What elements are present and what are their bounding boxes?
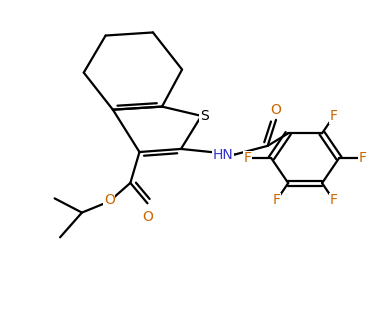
Text: F: F xyxy=(272,193,280,207)
Text: O: O xyxy=(142,210,153,223)
Text: O: O xyxy=(270,103,281,117)
Text: F: F xyxy=(359,151,367,165)
Text: HN: HN xyxy=(212,147,233,162)
Text: O: O xyxy=(104,193,115,207)
Text: F: F xyxy=(330,193,338,207)
Text: S: S xyxy=(200,109,209,123)
Text: F: F xyxy=(330,109,338,123)
Text: F: F xyxy=(244,151,252,165)
